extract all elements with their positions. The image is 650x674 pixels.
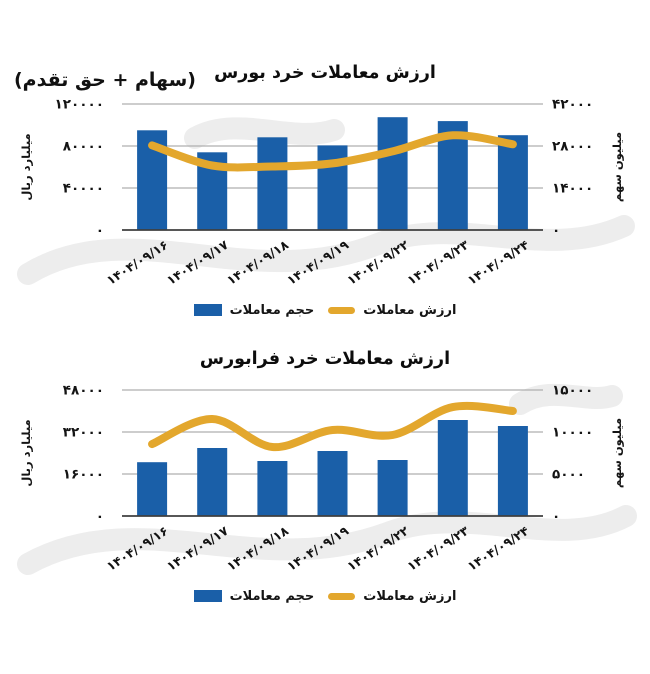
watermark: [184, 117, 345, 149]
axis-title-right: میلیون سهم: [610, 418, 625, 488]
y-axis-tick-left: ۳۲۰۰۰: [63, 425, 104, 441]
bar: [137, 462, 168, 516]
bar: [317, 451, 348, 516]
legend-label: حجم معاملات: [229, 588, 315, 604]
legend-label: حجم معاملات: [229, 302, 315, 318]
y-axis-tick-right: ۴۲۰۰۰: [552, 97, 593, 113]
y-axis-tick-right: ۰: [552, 509, 560, 525]
y-axis-tick-left: ۴۸۰۰۰: [63, 383, 104, 399]
y-axis-tick-right: ۲۸۰۰۰: [552, 139, 593, 155]
y-axis-tick-left: ۸۰۰۰۰: [63, 139, 104, 155]
bar: [437, 420, 468, 516]
chart-plot-bourse: ۰ ۰ ۴۰۰۰۰ ۱۴۰۰۰ ۸۰۰۰۰ ۲۸۰۰۰ ۱۲۰۰۰۰ ۴۲۰۰۰ ۱۴۰۴/۰۹…: [0, 86, 650, 296]
chart-title-bourse: ارزش معاملات خرد بورس: [214, 63, 436, 83]
chart-title-farabourse: ارزش معاملات خرد فرابورس: [199, 349, 451, 369]
value-line: [148, 401, 517, 452]
bar: [497, 426, 528, 516]
bar-series-swatch: [193, 590, 222, 602]
axis-title-right: میلیون سهم: [610, 132, 625, 202]
y-axis-tick-right: ۱۵۰۰۰: [552, 383, 593, 399]
bar: [377, 460, 408, 516]
y-axis-tick-right: ۰: [552, 223, 560, 239]
chart-legend-farabourse: حجم معاملات ارزش معاملات: [0, 588, 650, 604]
axis-title-left: میلیارد ریال: [19, 133, 33, 200]
y-axis-tick-right: ۵۰۰۰: [552, 467, 585, 483]
bar: [257, 461, 288, 516]
watermark: [17, 215, 635, 285]
bar: [197, 448, 228, 516]
page-subtitle: (سهام + حق تقدم): [14, 69, 196, 91]
legend-item-value: ارزش معاملات: [328, 589, 456, 604]
y-axis-tick-left: ۱۲۰۰۰۰: [55, 97, 104, 113]
y-axis-tick-left: ۰: [96, 509, 104, 525]
y-axis-tick-right: ۱۰۰۰۰: [552, 425, 593, 441]
legend-label: ارزش معاملات: [363, 588, 457, 604]
chart-section-farabourse: ارزش معاملات خرد فرابورس ۰ ۰ ۱۶۰۰۰ ۵۰۰۰ ۳۲۰۰…: [0, 346, 650, 604]
bar: [377, 117, 408, 230]
watermark: [17, 505, 637, 575]
line-series-swatch: [328, 592, 356, 600]
chart-section-bourse: ارزش معاملات خرد بورس ۰ ۰ ۴۰۰۰۰ ۱۴۰۰۰ ۸۰۰۰۰ ۲…: [0, 60, 650, 318]
value-line: [148, 131, 517, 172]
legend-label: ارزش معاملات: [363, 302, 457, 318]
y-axis-tick-left: ۰: [96, 223, 104, 239]
legend-item-value: ارزش معاملات: [328, 303, 456, 318]
bar: [497, 135, 528, 230]
legend-item-volume: حجم معاملات: [193, 302, 315, 318]
watermark: [509, 383, 623, 415]
y-axis-tick-right: ۱۴۰۰۰: [552, 181, 593, 197]
line-series-swatch: [328, 306, 356, 314]
chart-plot-farabourse: ۰ ۰ ۱۶۰۰۰ ۵۰۰۰ ۳۲۰۰۰ ۱۰۰۰۰ ۴۸۰۰۰ ۱۵۰۰۰ ۱۴۰۴/۰۹/۱…: [0, 372, 650, 582]
y-axis-tick-left: ۱۶۰۰۰: [63, 467, 104, 483]
axis-title-left: میلیارد ریال: [19, 419, 33, 486]
bar: [257, 137, 288, 230]
bar-series-swatch: [193, 304, 222, 316]
chart-legend-bourse: حجم معاملات ارزش معاملات: [0, 302, 650, 318]
legend-item-volume: حجم معاملات: [193, 588, 315, 604]
y-axis-tick-left: ۴۰۰۰۰: [63, 181, 104, 197]
